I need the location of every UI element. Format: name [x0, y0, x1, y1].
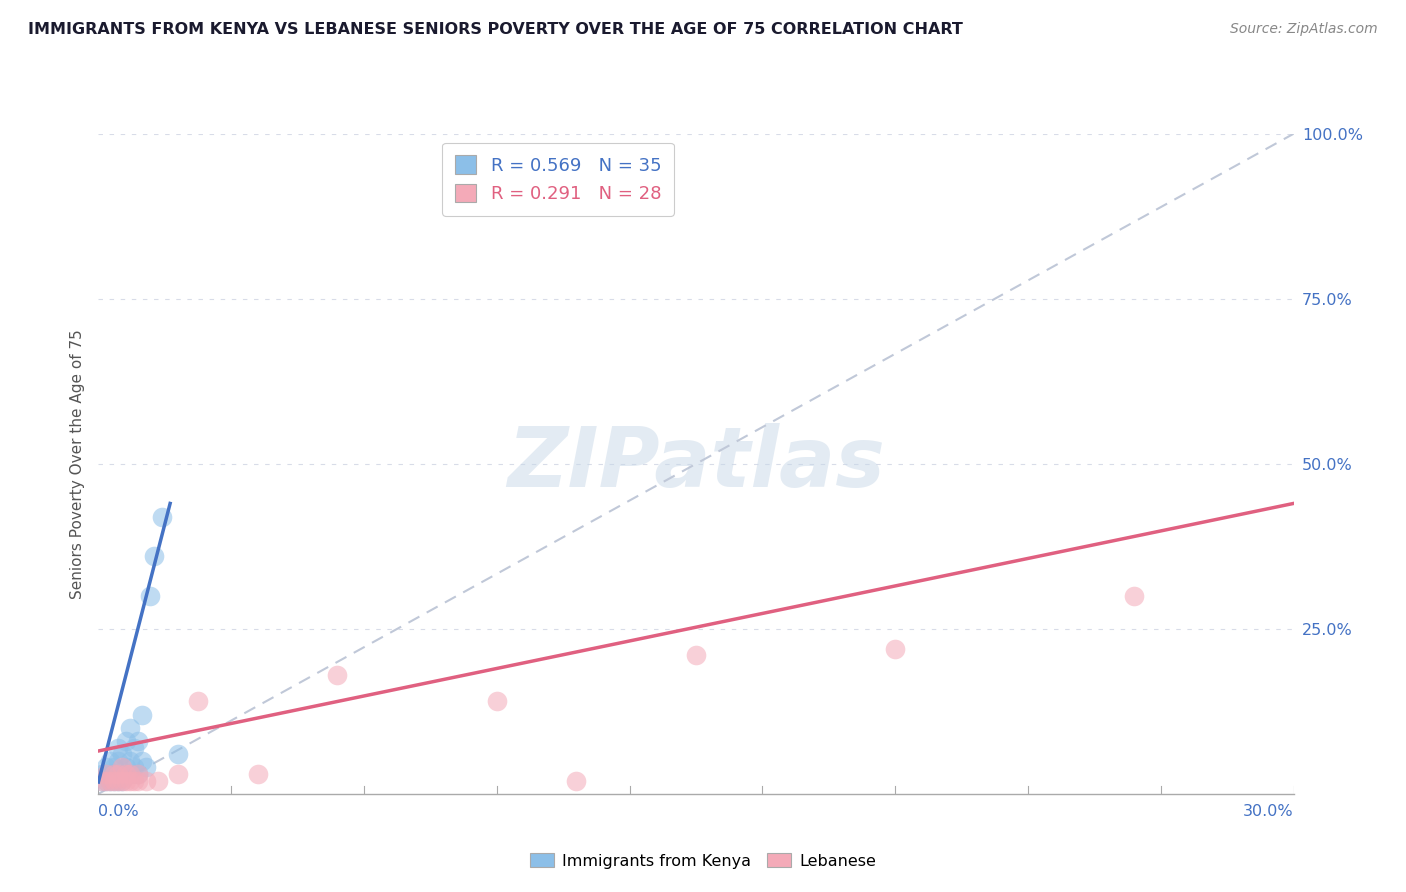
Point — [1123, 589, 1146, 603]
Point — [91, 773, 114, 788]
Point — [98, 754, 122, 768]
Point — [111, 767, 134, 781]
Point — [120, 754, 142, 768]
Point — [111, 747, 134, 762]
Point — [98, 767, 122, 781]
Text: IMMIGRANTS FROM KENYA VS LEBANESE SENIORS POVERTY OVER THE AGE OF 75 CORRELATION: IMMIGRANTS FROM KENYA VS LEBANESE SENIOR… — [28, 22, 963, 37]
Point — [124, 740, 146, 755]
Point — [139, 589, 162, 603]
Point — [111, 773, 134, 788]
Point — [107, 767, 129, 781]
Point — [111, 760, 134, 774]
Point — [115, 767, 138, 781]
Point — [115, 760, 138, 774]
Point — [103, 760, 125, 774]
Point — [884, 641, 907, 656]
Point — [107, 773, 129, 788]
Point — [107, 767, 129, 781]
Point — [115, 734, 138, 748]
Point — [103, 767, 125, 781]
Point — [96, 773, 118, 788]
Point — [107, 740, 129, 755]
Point — [246, 767, 269, 781]
Point — [103, 767, 125, 781]
Point — [485, 694, 508, 708]
Text: Source: ZipAtlas.com: Source: ZipAtlas.com — [1230, 22, 1378, 37]
Point — [135, 773, 157, 788]
Point — [167, 767, 190, 781]
Point — [107, 773, 129, 788]
Point — [120, 767, 142, 781]
Point — [120, 767, 142, 781]
Point — [96, 767, 118, 781]
Point — [127, 767, 149, 781]
Point — [167, 747, 190, 762]
Legend: Immigrants from Kenya, Lebanese: Immigrants from Kenya, Lebanese — [524, 847, 882, 875]
Point — [103, 773, 125, 788]
Point — [107, 754, 129, 768]
Point — [111, 773, 134, 788]
Point — [98, 773, 122, 788]
Point — [103, 773, 125, 788]
Point — [148, 773, 170, 788]
Point — [127, 773, 149, 788]
Point — [115, 767, 138, 781]
Legend: R = 0.569   N = 35, R = 0.291   N = 28: R = 0.569 N = 35, R = 0.291 N = 28 — [441, 143, 673, 216]
Point — [124, 760, 146, 774]
Point — [187, 694, 209, 708]
Point — [120, 773, 142, 788]
Point — [131, 754, 153, 768]
Point — [127, 767, 149, 781]
Text: 0.0%: 0.0% — [98, 805, 139, 819]
Point — [326, 668, 349, 682]
Point — [96, 767, 118, 781]
Text: 30.0%: 30.0% — [1243, 805, 1294, 819]
Point — [150, 509, 173, 524]
Point — [98, 773, 122, 788]
Point — [91, 767, 114, 781]
Point — [127, 734, 149, 748]
Point — [120, 721, 142, 735]
Point — [131, 707, 153, 722]
Point — [565, 773, 588, 788]
Point — [685, 648, 707, 663]
Y-axis label: Seniors Poverty Over the Age of 75: Seniors Poverty Over the Age of 75 — [69, 329, 84, 599]
Point — [115, 773, 138, 788]
Point — [96, 760, 118, 774]
Text: ZIPatlas: ZIPatlas — [508, 424, 884, 504]
Point — [143, 549, 166, 564]
Point — [135, 760, 157, 774]
Point — [96, 773, 118, 788]
Point — [124, 773, 146, 788]
Point — [91, 773, 114, 788]
